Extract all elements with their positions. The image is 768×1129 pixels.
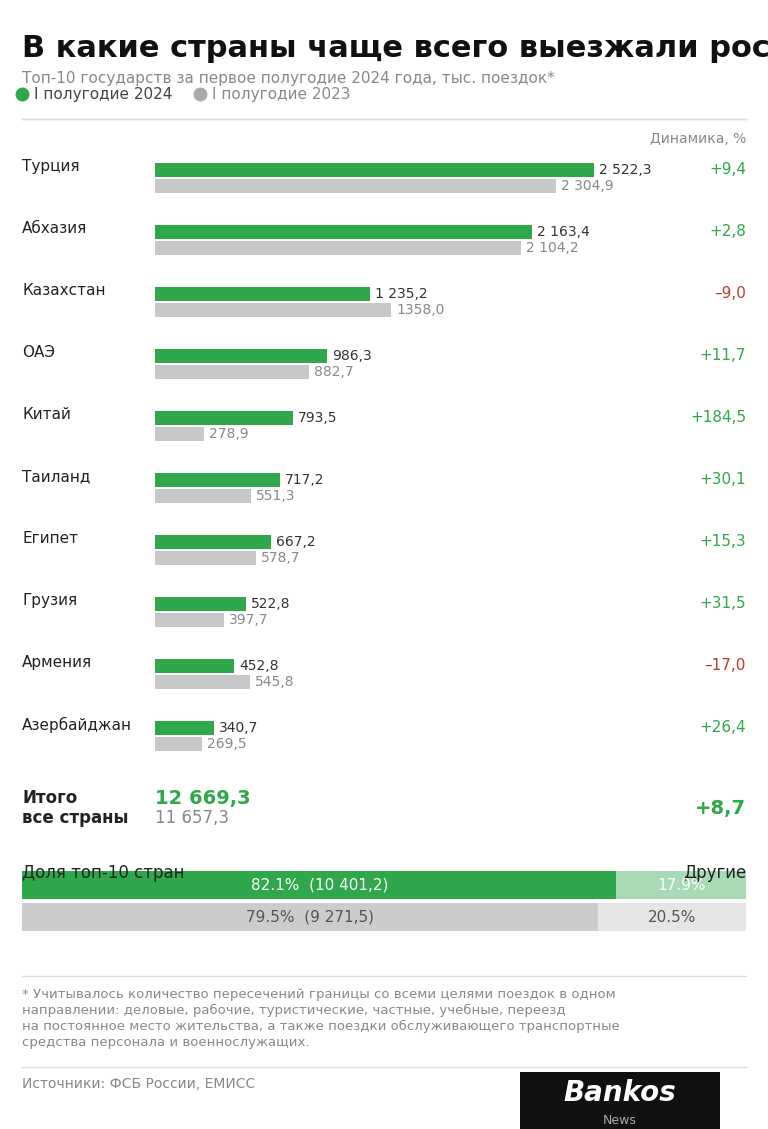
FancyBboxPatch shape [155,163,594,177]
FancyBboxPatch shape [155,613,224,627]
FancyBboxPatch shape [617,870,746,899]
Text: Источники: ФСБ России, ЕМИСС: Источники: ФСБ России, ЕМИСС [22,1077,255,1091]
Text: +2,8: +2,8 [709,225,746,239]
FancyBboxPatch shape [155,737,202,751]
Text: 578,7: 578,7 [261,551,300,564]
Text: –17,0: –17,0 [704,658,746,674]
Text: Китай: Китай [22,406,71,422]
Text: Другие: Другие [683,864,746,882]
Text: 2 304,9: 2 304,9 [561,180,614,193]
Text: Египет: Египет [22,531,78,546]
Text: 397,7: 397,7 [229,613,269,627]
Text: 452,8: 452,8 [239,659,278,673]
FancyBboxPatch shape [598,903,746,931]
FancyBboxPatch shape [155,180,556,193]
Text: 12 669,3: 12 669,3 [155,789,250,808]
Text: 667,2: 667,2 [276,535,316,549]
Text: средства персонала и военнослужащих.: средства персонала и военнослужащих. [22,1036,310,1049]
Text: 986,3: 986,3 [332,349,372,364]
Text: Таиланд: Таиланд [22,469,91,484]
FancyBboxPatch shape [155,411,293,425]
Text: Абхазия: Абхазия [22,221,88,236]
Text: +8,7: +8,7 [695,799,746,819]
Text: 269,5: 269,5 [207,737,247,751]
FancyBboxPatch shape [155,675,250,689]
FancyBboxPatch shape [155,489,251,504]
Text: 1 235,2: 1 235,2 [375,287,428,301]
Text: 545,8: 545,8 [255,675,294,689]
Text: 2 522,3: 2 522,3 [599,163,651,177]
Text: 2 163,4: 2 163,4 [537,225,589,239]
Text: Казахстан: Казахстан [22,283,105,298]
Text: 793,5: 793,5 [298,411,338,425]
Text: 82.1%  (10 401,2): 82.1% (10 401,2) [250,877,388,893]
Text: I полугодие 2023: I полугодие 2023 [212,87,350,102]
Text: 20.5%: 20.5% [647,910,696,925]
FancyBboxPatch shape [155,303,392,317]
FancyBboxPatch shape [155,349,326,364]
FancyBboxPatch shape [155,427,204,441]
Text: 340,7: 340,7 [220,721,259,735]
FancyBboxPatch shape [155,551,256,564]
Text: 278,9: 278,9 [209,427,248,441]
FancyBboxPatch shape [155,535,271,549]
Text: Турция: Турция [22,159,80,174]
Text: +11,7: +11,7 [700,349,746,364]
Text: Армения: Армения [22,655,92,669]
Text: +15,3: +15,3 [700,534,746,550]
Text: –9,0: –9,0 [714,287,746,301]
Text: +9,4: +9,4 [709,163,746,177]
Text: 882,7: 882,7 [313,365,353,379]
Text: Грузия: Грузия [22,593,77,609]
Text: Итого: Итого [22,789,78,807]
FancyBboxPatch shape [520,1073,720,1129]
Text: все страны: все страны [22,809,128,828]
Text: 2 104,2: 2 104,2 [526,240,579,255]
Text: направлении: деловые, рабочие, туристические, частные, учебные, переезд: направлении: деловые, рабочие, туристиче… [22,1004,565,1017]
FancyBboxPatch shape [155,287,370,301]
FancyBboxPatch shape [22,903,598,931]
FancyBboxPatch shape [155,240,521,255]
FancyBboxPatch shape [155,721,214,735]
Text: +26,4: +26,4 [700,720,746,735]
FancyBboxPatch shape [155,659,233,673]
Text: В какие страны чаще всего выезжали россияне: В какие страны чаще всего выезжали росси… [22,34,768,63]
Text: +30,1: +30,1 [700,473,746,488]
Text: на постоянное место жительства, а также поездки обслуживающего транспортные: на постоянное место жительства, а также … [22,1019,620,1033]
Text: I полугодие 2024: I полугодие 2024 [34,87,172,102]
Text: Доля топ-10 стран: Доля топ-10 стран [22,864,184,882]
FancyBboxPatch shape [155,225,531,239]
Text: 79.5%  (9 271,5): 79.5% (9 271,5) [246,910,374,925]
Text: Динамика, %: Динамика, % [650,132,746,146]
FancyBboxPatch shape [155,597,246,611]
Text: 551,3: 551,3 [256,489,296,504]
Text: News: News [603,1113,637,1127]
Text: 717,2: 717,2 [285,473,324,487]
Text: Азербайджан: Азербайджан [22,717,132,733]
Text: 11 657,3: 11 657,3 [155,809,229,828]
FancyBboxPatch shape [155,365,309,379]
FancyBboxPatch shape [155,473,280,487]
Text: * Учитывалось количество пересечений границы со всеми целями поездок в одном: * Учитывалось количество пересечений гра… [22,988,616,1001]
Text: Bankos: Bankos [564,1079,677,1108]
FancyBboxPatch shape [22,870,617,899]
Text: Топ-10 государств за первое полугодие 2024 года, тыс. поездок*: Топ-10 государств за первое полугодие 20… [22,71,554,86]
Text: 522,8: 522,8 [251,597,290,611]
Text: +184,5: +184,5 [690,411,746,426]
Text: 17.9%: 17.9% [657,877,706,893]
Text: ОАЭ: ОАЭ [22,345,55,360]
Text: +31,5: +31,5 [700,596,746,612]
Text: 1358,0: 1358,0 [396,303,445,317]
